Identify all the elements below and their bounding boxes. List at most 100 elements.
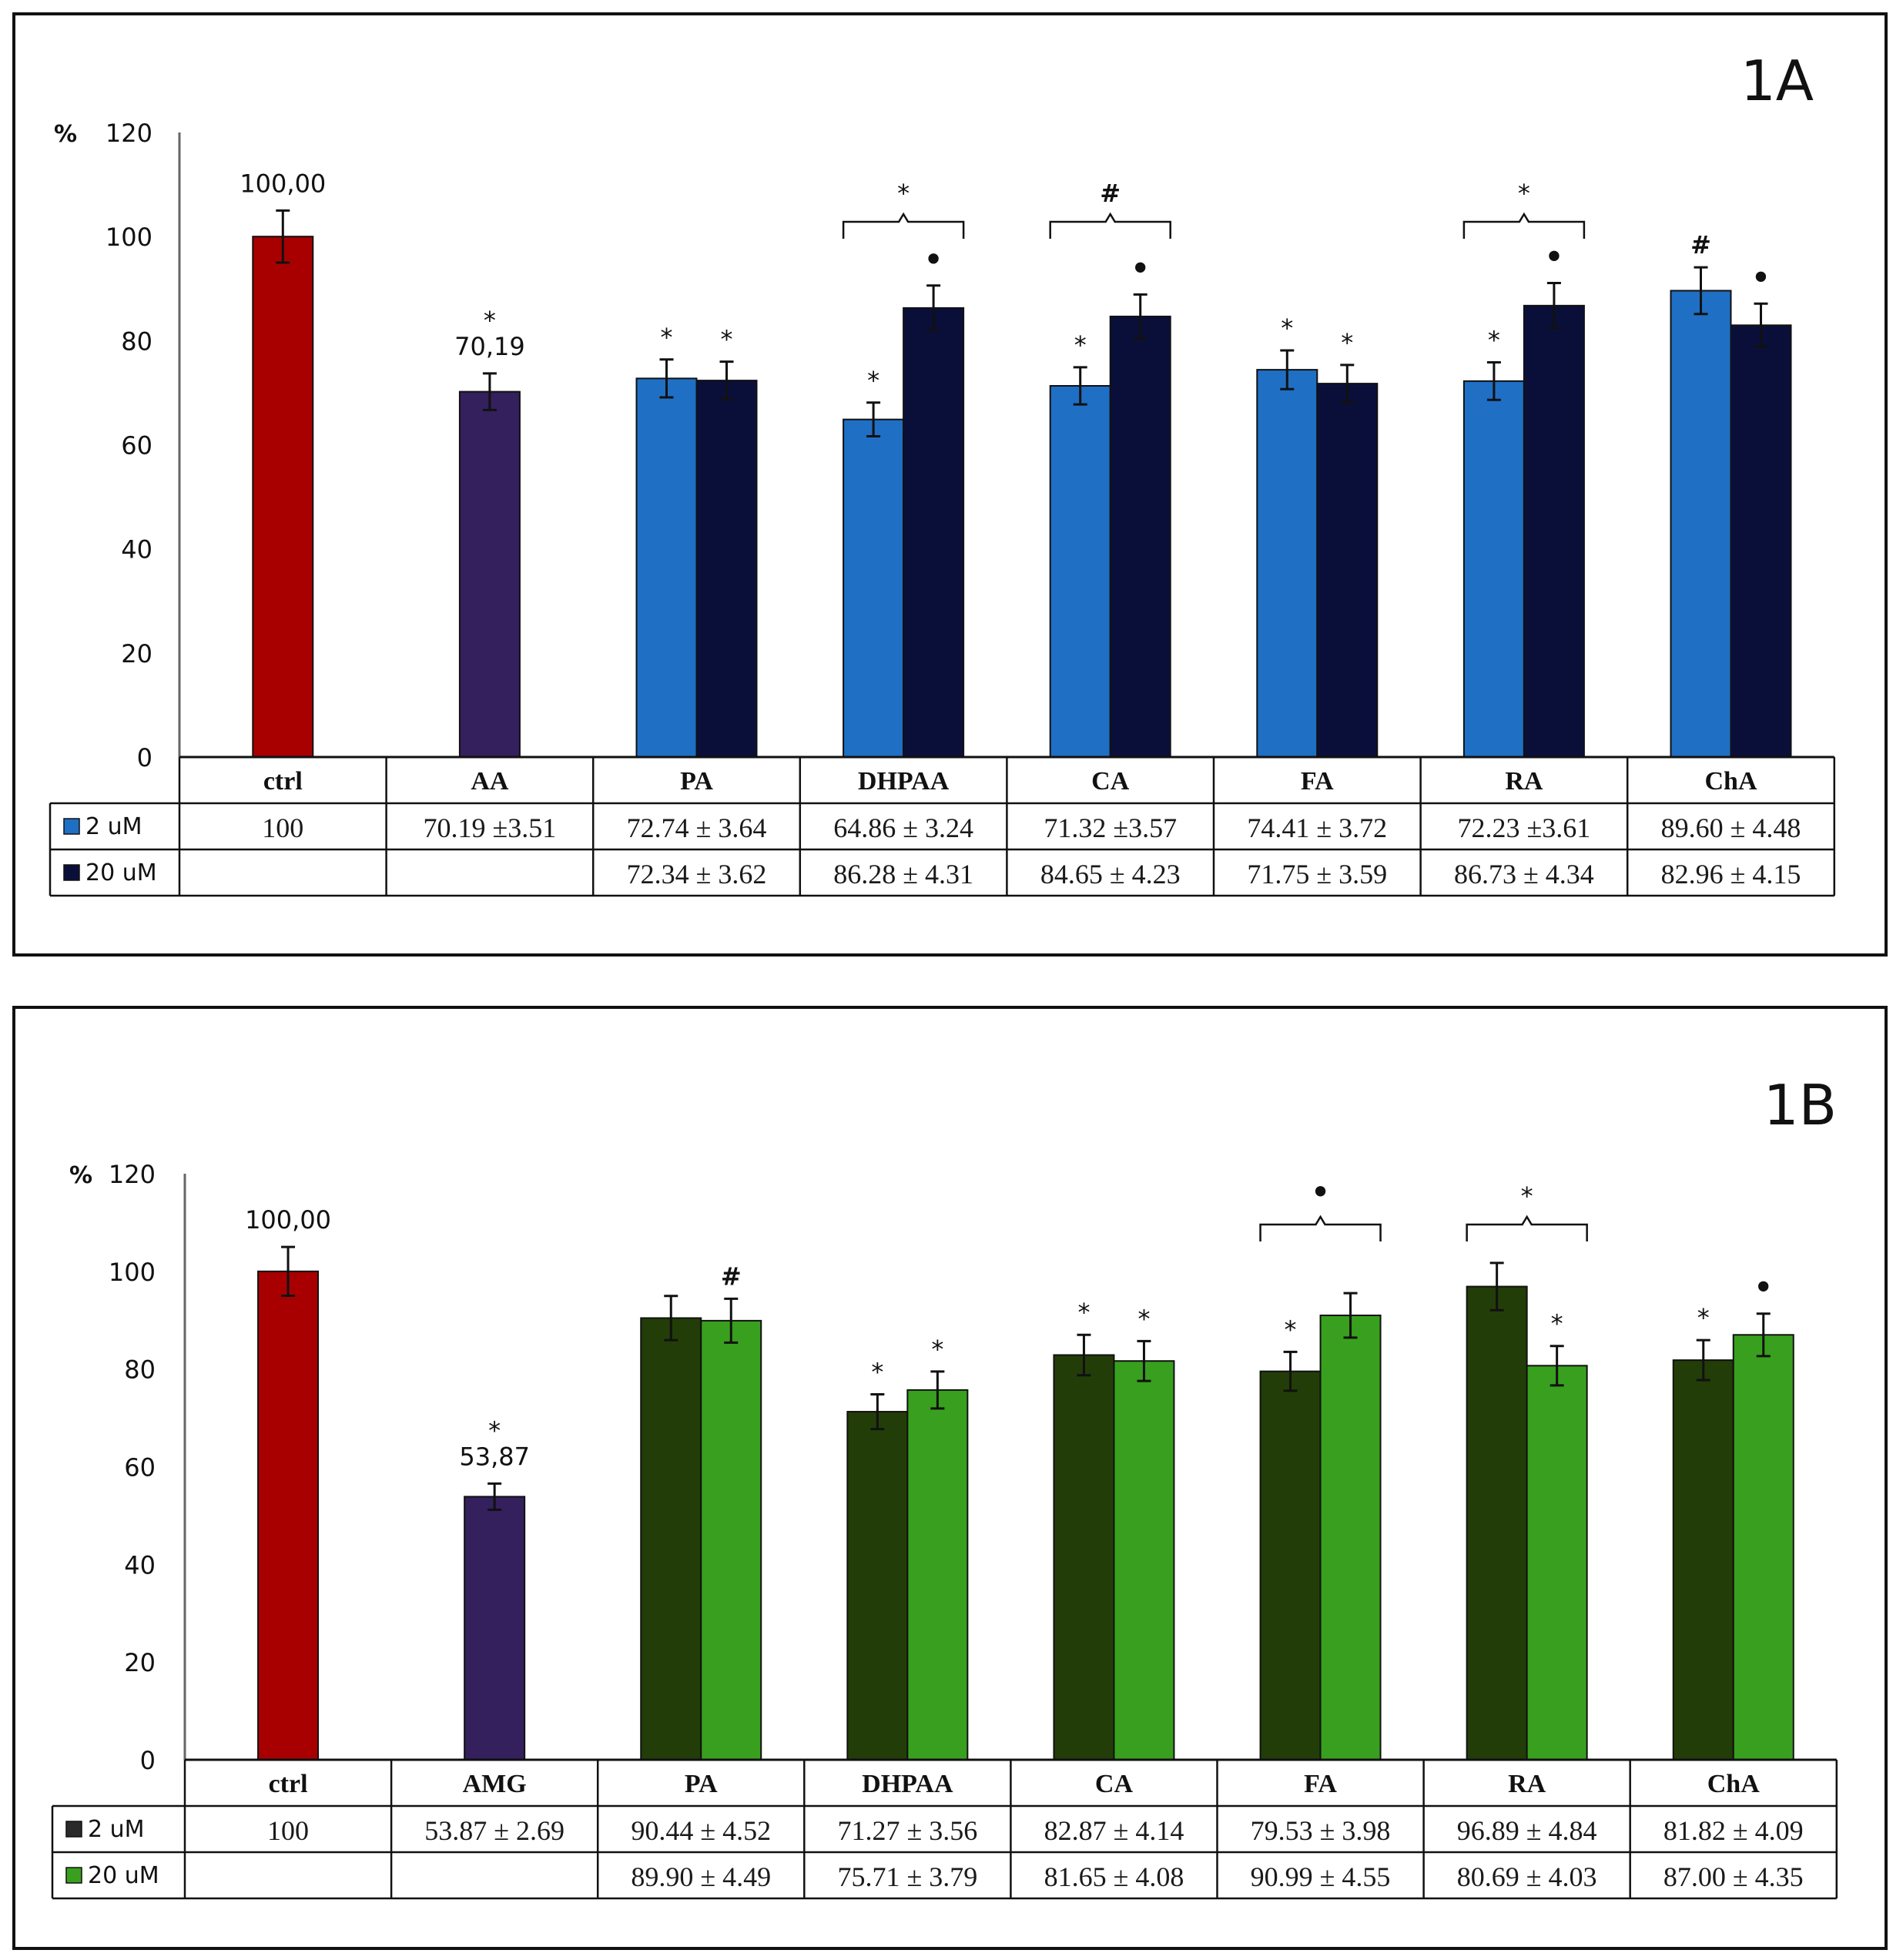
bar-ctrl (257, 1270, 320, 1761)
panel-title: 1A (1741, 49, 1814, 113)
bar-PA-20uM (695, 380, 758, 758)
table-header-cell: ctrl (269, 1770, 308, 1798)
table-header-cell: ChA (1704, 767, 1757, 796)
legend-swatch (63, 818, 80, 835)
panel-frame (12, 12, 1888, 957)
significance-mark: * (871, 1357, 883, 1386)
bar-CA-20uM (1109, 315, 1171, 758)
table-cell: 71.27 ± 3.56 (837, 1815, 977, 1846)
table-cell: 64.86 ± 3.24 (833, 812, 973, 843)
bar-PA-20uM (700, 1319, 762, 1761)
table-cell: 72.74 ± 3.64 (627, 812, 767, 843)
table-cell: 79.53 ± 3.98 (1251, 1815, 1391, 1846)
bar-PA-2uM (640, 1317, 702, 1761)
bar-RA-20uM (1523, 304, 1585, 759)
legend-swatch (65, 1821, 82, 1838)
table-cell: 90.99 ± 4.55 (1251, 1861, 1391, 1892)
table-header-cell: PA (680, 767, 713, 796)
table-header-cell: CA (1095, 1770, 1134, 1798)
table-cell: 89.60 ± 4.48 (1661, 812, 1801, 843)
significance-mark: # (721, 1261, 742, 1291)
bar-DHPAA-2uM (846, 1411, 909, 1761)
table-cell: 100 (267, 1815, 309, 1846)
comparison-bracket (1049, 212, 1171, 239)
significance-mark: * (1285, 1315, 1297, 1344)
table-cell: 81.82 ± 4.09 (1663, 1815, 1804, 1846)
legend-label: 20 uM (88, 1862, 159, 1889)
y-tick-label: 120 (106, 119, 152, 148)
table-header-cell: RA (1508, 1770, 1546, 1798)
bar-RA-2uM (1466, 1285, 1528, 1761)
significance-mark: * (867, 366, 879, 395)
bar-AMG (464, 1496, 526, 1761)
bar-ChA-2uM (1672, 1359, 1734, 1761)
y-axis-label: % (69, 1162, 92, 1189)
table-header-cell: FA (1301, 767, 1334, 796)
data-label-ctrl: 100,00 (240, 169, 326, 198)
table-header-cell: PA (685, 1770, 718, 1798)
bar-DHPAA-20uM (906, 1389, 969, 1761)
significance-mark: * (488, 1416, 501, 1445)
significance-mark: * (1074, 330, 1087, 360)
significance-mark: * (661, 323, 673, 352)
table-header-cell: RA (1505, 767, 1543, 796)
significance-mark: * (1137, 1304, 1150, 1333)
bar-RA-2uM (1462, 380, 1525, 758)
bracket-mark: * (897, 179, 910, 208)
table-cell: 89.90 ± 4.49 (631, 1861, 771, 1892)
comparison-bracket (842, 212, 965, 239)
bar-CA-2uM (1049, 384, 1111, 758)
table-header-cell: DHPAA (862, 1770, 953, 1798)
table-cell: 96.89 ± 4.84 (1457, 1815, 1597, 1846)
legend-label: 20 uM (85, 859, 157, 886)
table-cell: 86.28 ± 4.31 (833, 859, 973, 890)
significance-mark: • (1130, 247, 1151, 289)
y-tick-label: 80 (124, 1355, 156, 1385)
bar-ChA-20uM (1732, 1334, 1794, 1761)
table-cell: 87.00 ± 4.35 (1663, 1861, 1804, 1892)
table-header-cell: ChA (1707, 1770, 1760, 1798)
y-tick-label: 60 (121, 431, 152, 461)
table-cell: 80.69 ± 4.03 (1457, 1861, 1597, 1892)
significance-mark: * (1077, 1298, 1090, 1327)
table-header-cell: CA (1091, 767, 1130, 796)
comparison-bracket (1462, 212, 1586, 239)
bar-FA-2uM (1256, 369, 1318, 758)
bar-FA-20uM (1319, 1314, 1382, 1761)
y-tick-label: 40 (124, 1550, 156, 1580)
bar-FA-2uM (1259, 1370, 1322, 1761)
table-cell: 100 (262, 812, 303, 843)
data-label-ctrl: 100,00 (245, 1205, 331, 1235)
y-tick-label: 80 (121, 327, 152, 356)
table-cell: 70.19 ±3.51 (424, 812, 557, 843)
table-cell: 82.96 ± 4.15 (1661, 859, 1801, 890)
table-cell: 90.44 ± 4.52 (631, 1815, 771, 1846)
table-cell: 53.87 ± 2.69 (424, 1815, 565, 1846)
table-header-cell: AMG (463, 1770, 527, 1798)
bracket-mark: # (1100, 179, 1121, 208)
significance-mark: • (1753, 1267, 1774, 1308)
bar-RA-20uM (1526, 1365, 1588, 1761)
panel-title: 1B (1764, 1073, 1837, 1137)
bar-PA-2uM (635, 377, 698, 758)
bar-CA-2uM (1053, 1354, 1115, 1761)
bar-CA-20uM (1113, 1360, 1175, 1761)
table-cell: 74.41 ± 3.72 (1247, 812, 1387, 843)
significance-mark: * (1281, 313, 1293, 343)
table-cell: 81.65 ± 4.08 (1044, 1861, 1184, 1892)
bracket-mark: * (1521, 1181, 1533, 1211)
y-tick-label: 20 (124, 1648, 156, 1677)
legend-label: 2 uM (88, 1816, 145, 1843)
significance-mark: • (923, 239, 944, 280)
y-tick-label: 0 (140, 1746, 156, 1775)
legend-swatch (65, 1867, 82, 1884)
table-header-cell: DHPAA (858, 767, 950, 796)
bar-ctrl (252, 236, 314, 758)
table-cell: 86.73 ± 4.34 (1454, 859, 1594, 890)
bar-FA-20uM (1316, 383, 1379, 758)
significance-mark: • (1751, 256, 1771, 298)
significance-mark: * (1697, 1303, 1710, 1332)
table-cell: 72.23 ±3.61 (1458, 812, 1591, 843)
significance-mark: * (931, 1335, 943, 1364)
